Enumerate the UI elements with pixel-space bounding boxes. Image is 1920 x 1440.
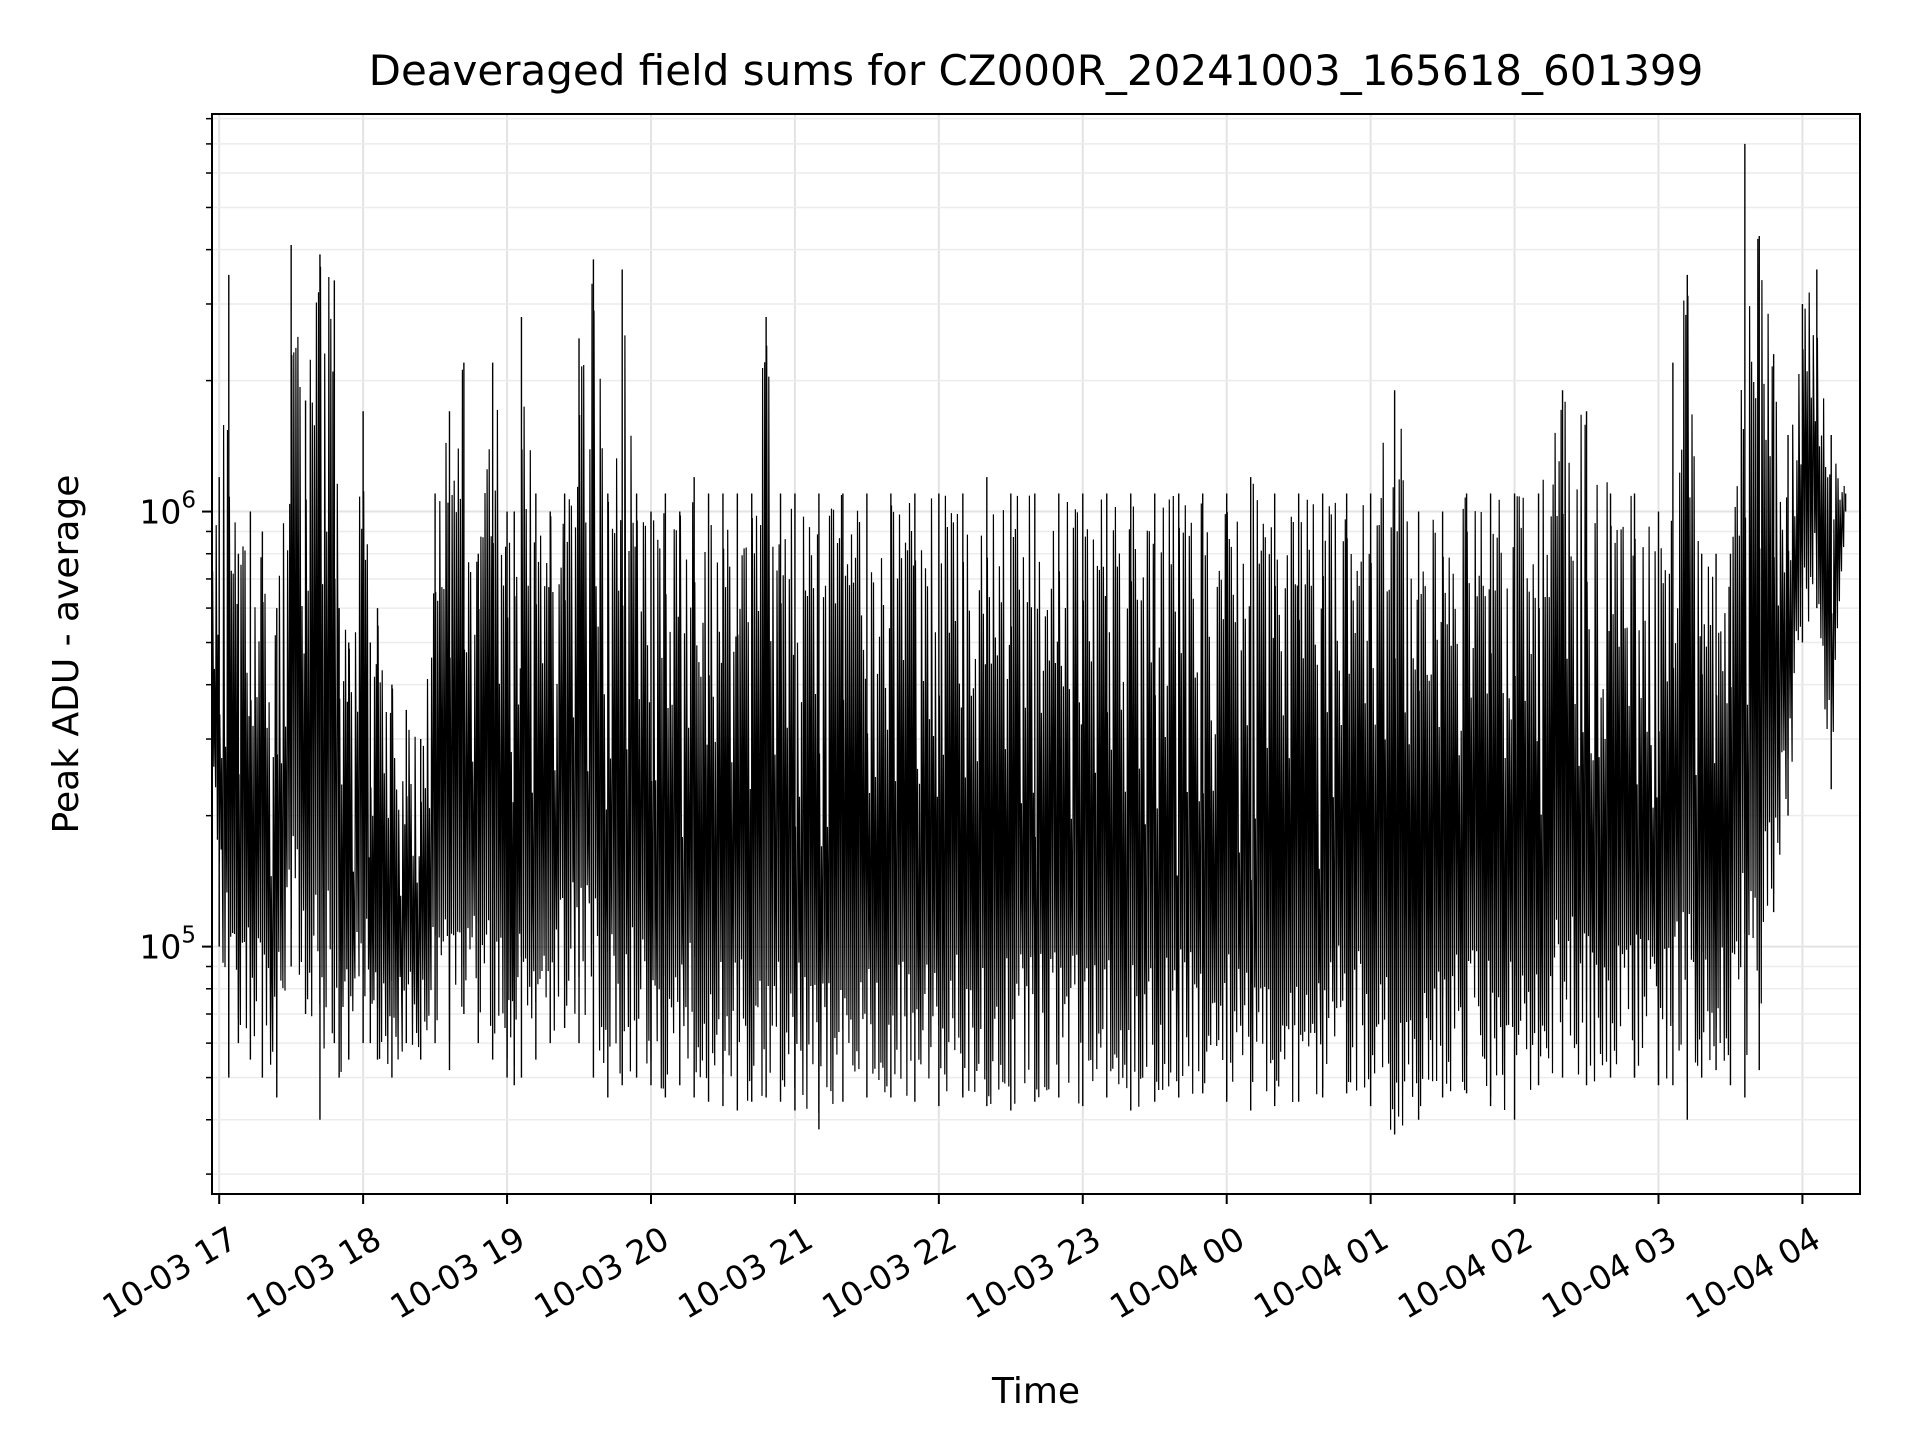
y-tick-label: 105 (139, 923, 196, 967)
plot-frame (211, 113, 1861, 1195)
x-tick-label: 10-03 21 (671, 1219, 819, 1327)
x-tick-label: 10-04 03 (1535, 1219, 1683, 1327)
y-tick-label: 106 (139, 488, 196, 532)
x-axis-label: Time (991, 1371, 1080, 1412)
y-axis: 105 106 (139, 117, 212, 1175)
x-tick-label: 10-03 19 (383, 1219, 531, 1327)
x-tick-label: 10-03 22 (815, 1219, 963, 1327)
x-tick-label: 10-04 00 (1103, 1219, 1251, 1327)
x-tick-label: 10-03 18 (240, 1219, 388, 1327)
x-tick-label: 10-03 23 (959, 1219, 1107, 1327)
y-axis-label: Peak ADU - average (46, 475, 87, 834)
x-tick-label: 10-03 20 (527, 1219, 675, 1327)
x-tick-label: 10-04 02 (1391, 1219, 1539, 1327)
series-line (212, 238, 1845, 1130)
chart-title: Deaveraged field sums for CZ000R_2024100… (369, 46, 1704, 95)
series-layer (212, 143, 1847, 1135)
x-tick-label: 10-03 17 (96, 1219, 244, 1327)
x-tick-label: 10-04 04 (1679, 1219, 1827, 1327)
x-tick-label: 10-04 01 (1247, 1219, 1395, 1327)
